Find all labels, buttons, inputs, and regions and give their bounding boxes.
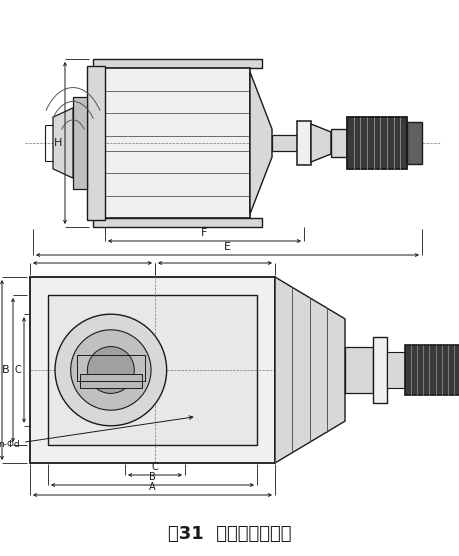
Bar: [330, 129, 346, 157]
Circle shape: [71, 330, 151, 410]
Bar: [372, 337, 386, 403]
Bar: [30, 277, 274, 463]
Text: H: H: [54, 138, 62, 148]
Bar: [105, 68, 249, 218]
Bar: [80, 374, 141, 388]
Bar: [404, 345, 459, 395]
Bar: [93, 59, 262, 68]
Text: C: C: [151, 462, 158, 472]
Bar: [344, 347, 372, 393]
Bar: [346, 117, 406, 169]
Text: A: A: [149, 482, 156, 492]
Bar: [297, 121, 310, 165]
Polygon shape: [53, 108, 73, 178]
Polygon shape: [249, 72, 271, 214]
Bar: [271, 135, 297, 151]
Text: F: F: [201, 228, 207, 238]
Polygon shape: [274, 277, 344, 463]
Bar: [406, 122, 421, 164]
Text: E: E: [224, 242, 230, 252]
Bar: [77, 355, 144, 381]
Bar: [93, 218, 262, 227]
Text: n-Φd: n-Φd: [0, 416, 192, 449]
Polygon shape: [310, 124, 330, 162]
Bar: [73, 97, 87, 189]
Text: 嘱31  叶轮给料机外形: 嘱31 叶轮给料机外形: [168, 525, 291, 543]
Bar: [386, 351, 404, 389]
Bar: [48, 295, 257, 445]
Circle shape: [87, 346, 134, 394]
Circle shape: [55, 314, 166, 426]
Text: B: B: [149, 472, 156, 482]
Text: B: B: [2, 365, 10, 375]
Text: C: C: [14, 365, 21, 375]
Bar: [87, 66, 105, 220]
